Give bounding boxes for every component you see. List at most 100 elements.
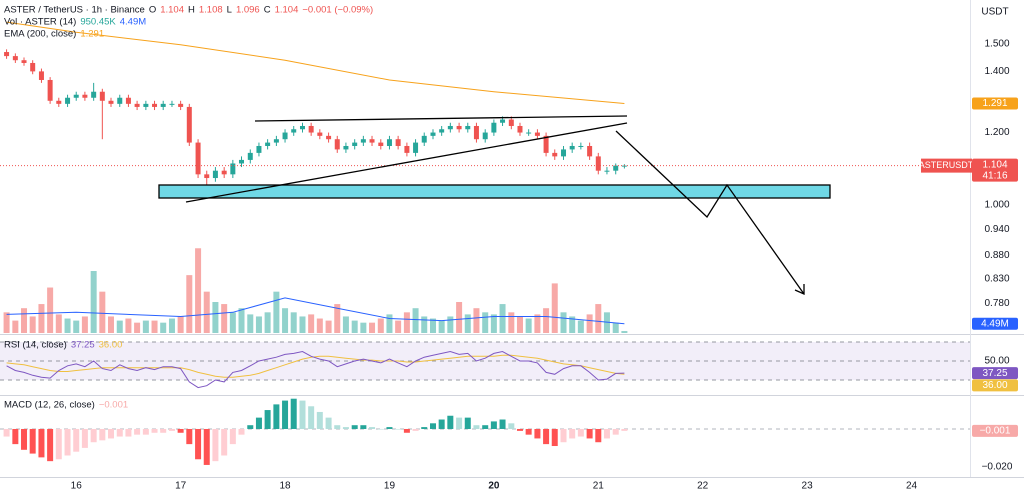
macd-histogram-bar: [255, 417, 262, 429]
candle-body: [169, 103, 175, 105]
candle-body: [561, 149, 567, 157]
candle-body: [378, 142, 384, 146]
candle-body: [91, 91, 97, 98]
ema-line: [6, 21, 625, 104]
macd-histogram-bar: [229, 428, 236, 445]
volume-bar: [351, 320, 358, 333]
macd-histogram-bar: [177, 428, 184, 433]
volume-bar: [12, 320, 19, 333]
candle-body: [299, 125, 305, 130]
volume-bar: [430, 318, 437, 333]
candle-body: [526, 132, 532, 134]
volume-bar: [107, 316, 114, 333]
macd-histogram-bar: [473, 425, 480, 429]
support-zone: [158, 184, 831, 199]
macd-histogram-bar: [603, 428, 610, 439]
candle-body: [143, 103, 149, 107]
volume-bar: [47, 287, 54, 333]
volume-bar: [412, 308, 419, 333]
macd-histogram-bar: [81, 428, 88, 448]
volume-bar: [516, 316, 523, 333]
volume-bar: [160, 322, 167, 333]
macd-histogram-bar: [403, 428, 410, 433]
macd-histogram-bar: [160, 428, 167, 433]
candle-body: [482, 132, 488, 140]
macd-histogram-bar: [238, 428, 245, 435]
axis-value-box: [972, 367, 1018, 380]
legend-text: 1.096: [236, 5, 260, 16]
legend-text: EMA (200, close): [4, 29, 76, 40]
volume-bar: [195, 248, 202, 333]
candle-body: [265, 142, 271, 146]
candle-body: [247, 152, 253, 160]
projection-arrow: [615, 130, 805, 295]
macd-histogram-bar: [264, 410, 271, 429]
legend-text: 36.00: [99, 340, 123, 351]
legend-text: 950.45K: [80, 17, 116, 28]
macd-histogram-bar: [577, 428, 584, 437]
volume-bar: [282, 308, 289, 333]
candle-body: [317, 132, 323, 136]
volume-bar: [247, 314, 254, 333]
candle-body: [587, 145, 593, 157]
base-layer: [0, 0, 1024, 478]
x-tick-label: 16: [71, 481, 83, 492]
macd-histogram-bar: [12, 428, 19, 445]
macd-histogram-bar: [369, 427, 376, 429]
volume-bar: [543, 308, 550, 333]
candle-body: [308, 125, 314, 133]
candle-body: [395, 139, 401, 146]
macd-histogram-bar: [490, 421, 497, 429]
candle-body: [613, 165, 619, 171]
macd-histogram-bar: [551, 428, 558, 447]
candle-body: [517, 125, 523, 133]
macd-histogram-bar: [456, 417, 463, 429]
macd-histogram-bar: [508, 423, 515, 429]
volume-bar: [125, 318, 132, 333]
volume-bar: [38, 304, 45, 333]
axis-value-label: 1.104: [982, 159, 1007, 170]
candle-body: [456, 125, 462, 130]
candle-body: [291, 129, 297, 133]
macd-histogram-bar: [90, 428, 97, 443]
volume-bar: [621, 331, 628, 333]
macd-histogram-bar: [116, 428, 123, 437]
volume-bar: [308, 314, 315, 333]
legend-text: O: [149, 5, 156, 16]
candle-body: [508, 119, 514, 126]
macd-histogram-bar: [464, 417, 471, 429]
volume-bar: [212, 302, 219, 333]
volume-bar: [586, 314, 593, 333]
macd-histogram-bar: [55, 428, 62, 460]
marks: [0, 21, 970, 465]
candle-body: [73, 94, 79, 98]
x-tick-label: 23: [802, 481, 814, 492]
legend-text: ASTER / TetherUS · 1h · Binance: [4, 5, 145, 16]
macd-histogram-bar: [351, 425, 358, 429]
macd-histogram-bar: [377, 428, 384, 430]
countdown-label: 41:16: [982, 170, 1007, 181]
candle-body: [134, 103, 140, 107]
price-box: [972, 158, 1018, 182]
macd-histogram-bar: [412, 428, 419, 431]
trend-line: [254, 115, 628, 122]
candle-body: [212, 170, 218, 179]
candle-body: [21, 60, 27, 63]
macd-histogram-bar: [534, 428, 541, 439]
volume-bar: [55, 314, 62, 333]
x-tick-label: 22: [697, 481, 709, 492]
y-tick-label: 0.940: [984, 224, 1009, 235]
macd-histogram-bar: [282, 400, 289, 429]
macd-histogram-bar: [3, 428, 10, 437]
candle-body: [152, 103, 158, 107]
candle-body: [178, 103, 184, 107]
candle-body: [413, 142, 419, 153]
candle-body: [47, 79, 53, 101]
axis-value-box: [972, 424, 1018, 437]
candle-body: [552, 152, 558, 157]
candle-body: [569, 145, 575, 150]
macd-histogram-bar: [29, 428, 36, 454]
volume-bar: [316, 318, 323, 333]
